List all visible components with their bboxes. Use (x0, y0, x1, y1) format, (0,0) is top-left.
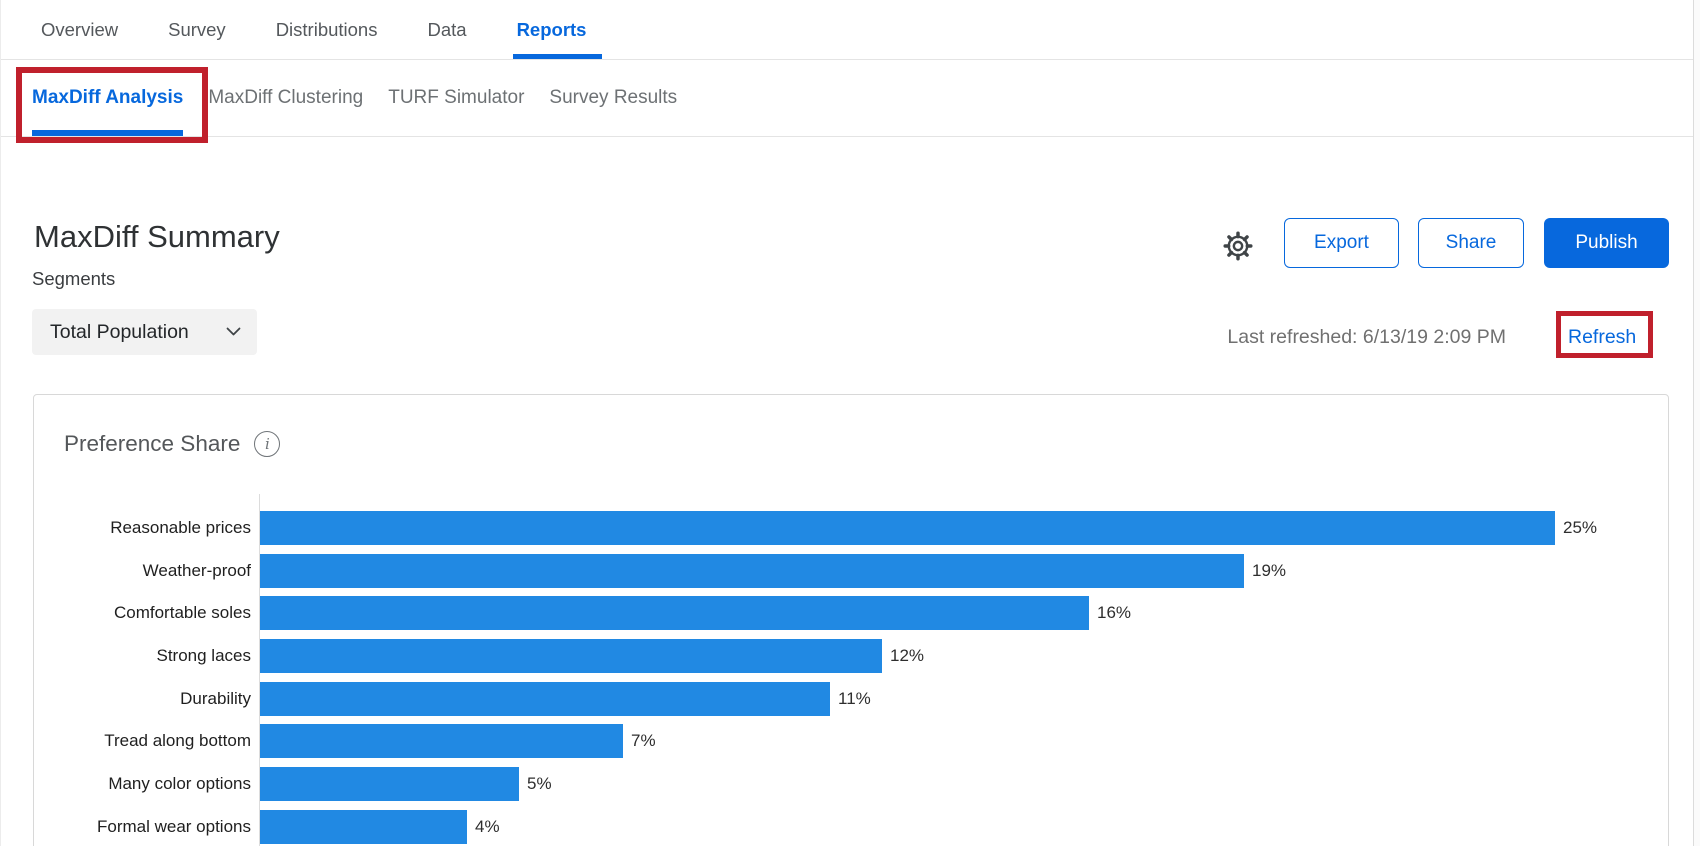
bar-category-label: Tread along bottom (104, 731, 251, 750)
segments-label: Segments (32, 268, 116, 289)
bar-value-label: 25% (1563, 518, 1598, 537)
bar-value-label: 4% (475, 817, 500, 836)
bar[interactable] (260, 596, 1089, 630)
preference-share-card: Preference Share i Reasonable prices 25% W… (33, 394, 1669, 846)
bar-category-label: Strong laces (156, 646, 252, 665)
segments-selected-value: Total Population (50, 320, 189, 343)
bar-plot: Reasonable prices 25% Weather-proof 19% Comf… (34, 395, 1668, 846)
bar-row: Tread along bottom 7% (34, 724, 1668, 758)
page-right-edge (1693, 0, 1700, 846)
top-nav: Overview Survey Distributions Data Repor… (1, 0, 1693, 60)
bar-category-label: Comfortable soles (113, 603, 251, 622)
tab-distributions[interactable]: Distributions (275, 18, 378, 40)
bar[interactable] (260, 682, 830, 716)
bar-row: Comfortable soles 16% (34, 596, 1668, 630)
bar-row: Reasonable prices 25% (34, 511, 1668, 545)
tab-turf-simulator[interactable]: TURF Simulator (388, 87, 525, 108)
bar[interactable] (260, 724, 623, 758)
bar[interactable] (260, 767, 519, 801)
bar-value-label: 19% (1252, 561, 1287, 580)
bar-value-label: 11% (838, 689, 871, 708)
bar-category-label: Many color options (108, 774, 251, 793)
settings-button[interactable] (1222, 230, 1254, 262)
card-title-row: Preference Share i (64, 431, 281, 457)
tab-survey-results[interactable]: Survey Results (549, 87, 678, 108)
export-button[interactable]: Export (1284, 218, 1399, 268)
bar-value-label: 7% (631, 731, 656, 750)
last-refreshed-text: Last refreshed: 6/13/19 2:09 PM (1227, 326, 1506, 348)
bar[interactable] (260, 639, 882, 673)
bar-row: Formal wear options 4% (34, 810, 1668, 844)
tab-maxdiff-analysis[interactable]: MaxDiff Analysis (32, 60, 184, 136)
publish-button[interactable]: Publish (1544, 218, 1669, 268)
gear-icon (1222, 231, 1254, 265)
reports-sub-nav: MaxDiff Analysis MaxDiff Clustering TURF… (1, 60, 1693, 137)
bar-category-label: Reasonable prices (110, 518, 251, 537)
info-icon[interactable]: i (254, 431, 281, 457)
bar[interactable] (260, 554, 1244, 588)
bar[interactable] (260, 810, 467, 844)
bar-row: Strong laces 12% (34, 639, 1668, 673)
chevron-down-icon (226, 327, 241, 337)
bar-category-label: Durability (180, 689, 251, 708)
y-axis-line (259, 494, 260, 846)
bar-row: Durability 11% (34, 682, 1668, 716)
bar-category-label: Formal wear options (96, 817, 251, 836)
bar-value-label: 16% (1097, 603, 1132, 622)
bar[interactable] (260, 511, 1555, 545)
tab-data[interactable]: Data (427, 18, 467, 40)
bar-value-label: 12% (890, 646, 925, 665)
chart-title: Preference Share (64, 431, 241, 456)
page-title: MaxDiff Summary (34, 218, 280, 254)
bar-value-label: 5% (527, 774, 552, 793)
bar-category-label: Weather-proof (142, 561, 251, 580)
tab-survey[interactable]: Survey (168, 18, 226, 40)
segments-dropdown[interactable]: Total Population (32, 309, 257, 355)
share-button[interactable]: Share (1418, 218, 1524, 268)
tab-reports[interactable]: Reports (512, 0, 603, 59)
bar-row: Many color options 5% (34, 767, 1668, 801)
bar-row: Weather-proof 19% (34, 554, 1668, 588)
tab-overview[interactable]: Overview (41, 18, 119, 40)
refresh-link[interactable]: Refresh (1568, 326, 1637, 348)
tab-maxdiff-clustering[interactable]: MaxDiff Clustering (208, 87, 364, 108)
